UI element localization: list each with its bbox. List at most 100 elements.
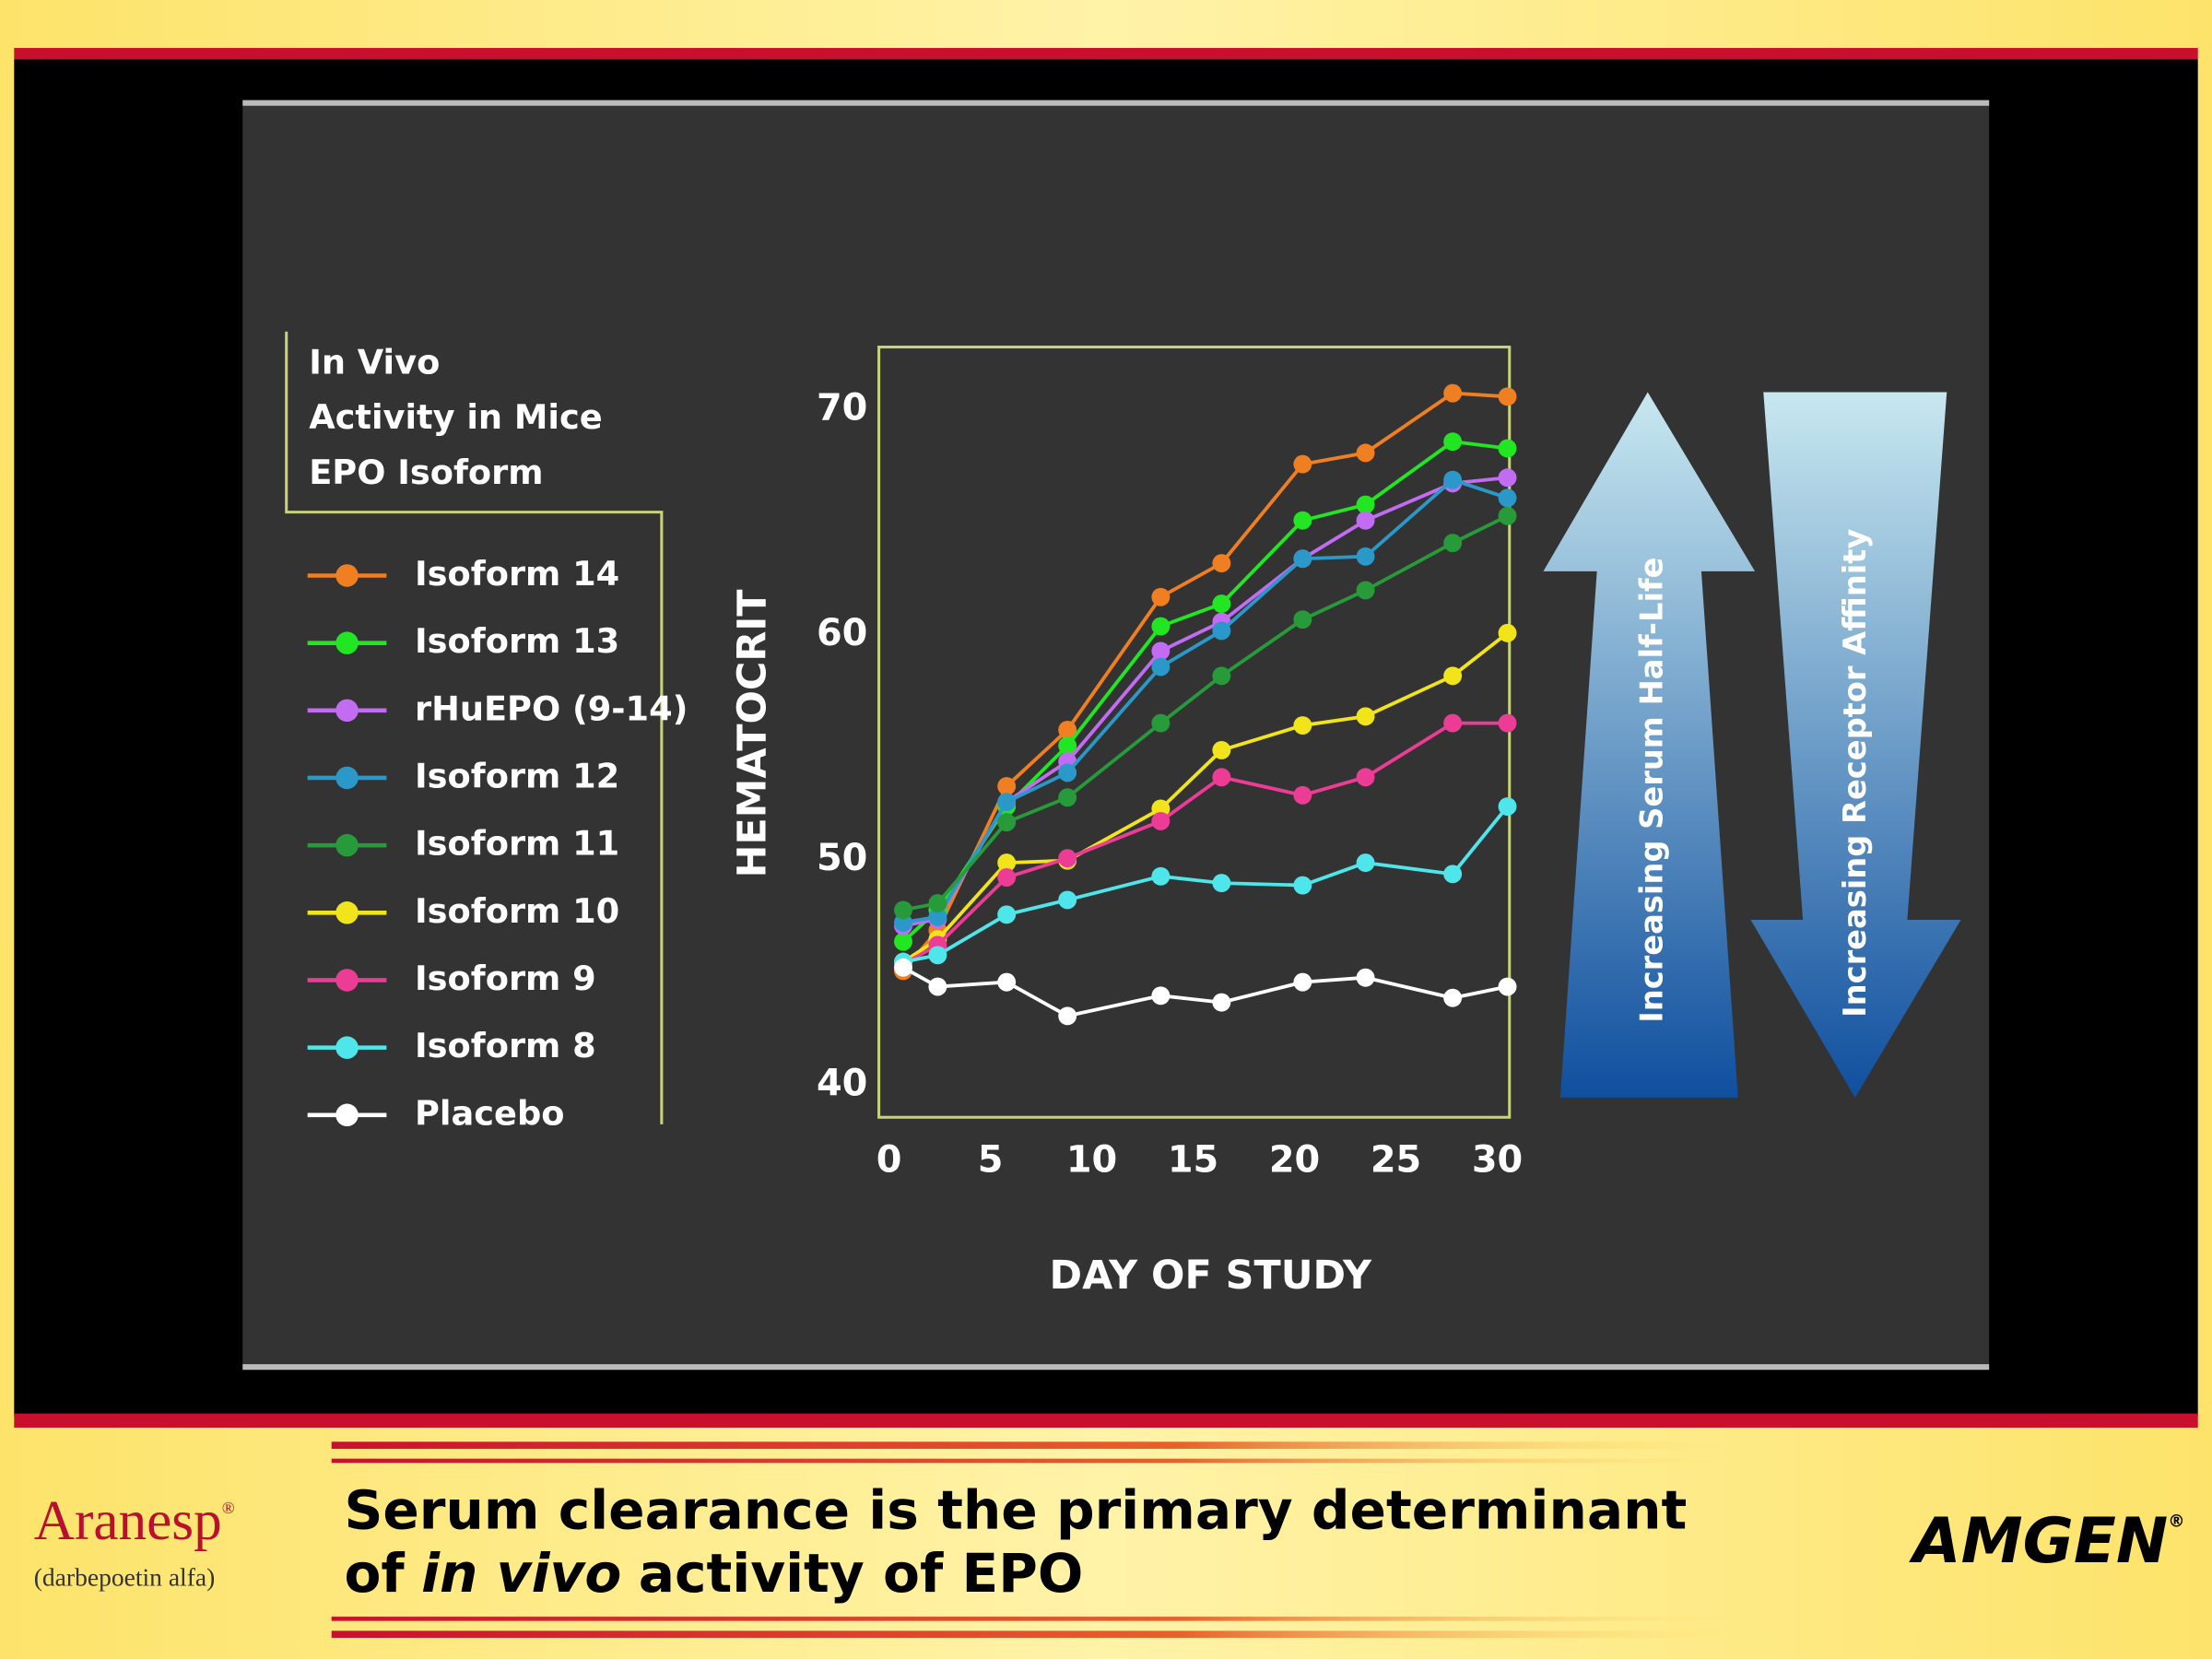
x-tick-label: 15 [1168,1139,1218,1182]
arrow-down-label: Increasing Receptor Affinity [1837,529,1873,1018]
data-point [1498,468,1517,488]
x-tick-label: 20 [1269,1139,1320,1182]
data-point [1498,506,1517,525]
x-tick-label: 5 [978,1139,1004,1182]
y-tick-label: 50 [817,837,867,879]
data-point [997,777,1017,795]
data-point [997,853,1017,873]
data-point [1212,768,1231,787]
data-point [1293,549,1312,569]
series-line [902,477,1509,924]
footer-title: Serum clearance is the primary determina… [344,1478,1687,1541]
series-line [902,966,1508,1018]
data-point [1151,811,1171,830]
data-point [1293,716,1312,735]
data-point [928,894,947,913]
data-point [1151,641,1171,661]
data-point [1058,849,1077,868]
footer-stripe [331,1630,1743,1639]
data-point [1293,511,1312,530]
footer-title-part: in vivo [421,1542,621,1605]
data-point [1443,865,1463,884]
data-point [1212,874,1231,893]
data-point [1498,977,1517,996]
plot-frame [877,345,1512,1119]
legend-swatch-dot [335,699,359,723]
data-point [1498,488,1517,508]
data-point [928,977,947,996]
data-point [1498,797,1517,816]
data-point [1212,554,1231,573]
y-axis-label: HEMATOCRIT [729,589,775,877]
series-line [902,805,1510,964]
data-point [1151,866,1171,886]
data-point [997,813,1017,832]
data-point [1212,666,1231,686]
data-point [928,946,947,965]
data-point [1058,720,1077,739]
legend-title-line: Activity in Mice [309,397,602,437]
data-point [1151,617,1171,636]
series-line [902,514,1509,912]
bottom-rule [14,1413,2198,1428]
data-point [1293,785,1312,805]
data-point [894,900,912,920]
arrow-up-label: Increasing Serum Half-Life [1633,558,1669,1023]
x-tick-label: 10 [1066,1139,1117,1182]
data-point [1498,387,1517,406]
top-rule [14,48,2198,60]
arrow-down [1750,392,1961,1098]
data-point [1058,736,1077,755]
data-point [1151,657,1171,677]
data-point [1356,511,1375,530]
legend-label: Isoform 14 [415,554,619,594]
logo-text: AMGEN [1909,1504,2169,1577]
legend-label: Isoform 9 [415,959,596,998]
data-point [997,972,1017,992]
data-point [1443,666,1463,686]
data-point [1293,454,1312,474]
data-point [997,905,1017,924]
data-point [1443,534,1463,553]
legend-label: Isoform 11 [415,824,619,864]
series-line [901,631,1509,964]
data-point [1212,594,1231,614]
legend-frame [285,331,664,1124]
y-tick-label: 40 [817,1063,867,1105]
data-point [1151,986,1171,1006]
data-point [1058,763,1077,782]
data-point [997,868,1017,887]
series-line [902,721,1508,966]
footer-title-part: activity of EPO [639,1542,1084,1605]
legend-title-line: In Vivo [309,342,440,382]
legend-label: Isoform 10 [415,891,619,931]
legend-label: rHuEPO (9-14) [415,688,688,728]
data-point [1443,470,1463,489]
legend-swatch-dot [335,766,359,790]
data-point [1212,621,1231,641]
data-point [1498,439,1517,458]
arrow-up [1543,392,1756,1098]
data-point [997,793,1017,812]
data-point [1293,610,1312,629]
x-tick-label: 0 [877,1139,902,1182]
brand: Aranesp® [34,1489,235,1552]
legend-swatch-dot [335,833,359,857]
data-point [1356,707,1375,726]
data-point [1212,993,1231,1012]
brand-name: Aranesp [34,1489,222,1552]
data-point [1356,495,1375,514]
legend-swatch-dot [335,901,359,924]
data-point [1498,623,1517,642]
legend-label: Isoform 13 [415,621,619,661]
data-point [1151,587,1171,606]
legend-label: Isoform 12 [415,756,619,795]
logo-mark: ® [2168,1512,2184,1532]
legend-title-line: EPO Isoform [309,453,543,492]
data-point [1443,713,1463,733]
y-tick-label: 70 [817,386,867,429]
footer-stripe [331,1458,1743,1464]
data-point [1356,968,1375,987]
legend-swatch-dot [335,631,359,654]
